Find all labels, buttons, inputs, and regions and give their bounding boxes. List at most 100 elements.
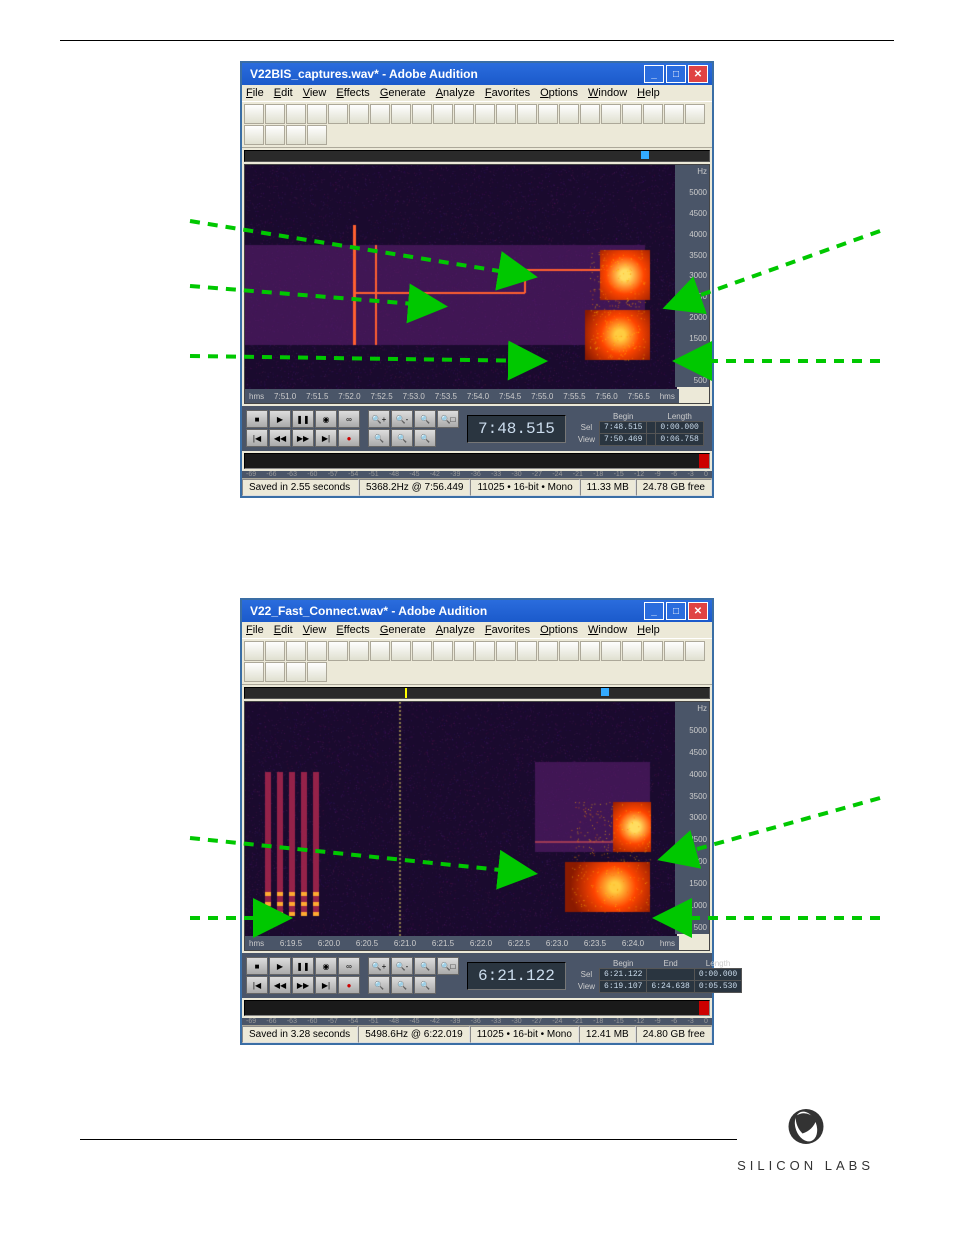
zoom-reset-button[interactable]: 🔍 — [414, 976, 436, 994]
toolbar-button[interactable] — [685, 104, 705, 124]
play-to-end-button[interactable]: ◉ — [315, 957, 337, 975]
toolbar-button[interactable] — [643, 104, 663, 124]
menu-effects[interactable]: Effects — [336, 87, 369, 99]
menu-view[interactable]: View — [303, 624, 327, 636]
toolbar-button[interactable] — [391, 104, 411, 124]
zoom-full-button[interactable]: 🔍 — [414, 957, 436, 975]
toolbar-button[interactable] — [286, 125, 306, 145]
menubar[interactable]: File Edit View Effects Generate Analyze Favori… — [242, 85, 712, 101]
menu-window[interactable]: Window — [588, 624, 627, 636]
rewind-button[interactable]: ◀◀ — [269, 976, 291, 994]
zoom-sel-button[interactable]: 🔍□ — [437, 957, 459, 975]
toolbar-button[interactable] — [244, 125, 264, 145]
toolbar-button[interactable] — [454, 641, 474, 661]
spectrogram-view-2[interactable]: Hz50004500400035003000250020001500100050… — [244, 701, 710, 951]
stop-button[interactable]: ■ — [246, 410, 268, 428]
toolbar-button[interactable] — [433, 104, 453, 124]
toolbar-button[interactable] — [244, 104, 264, 124]
minimize-button[interactable]: _ — [644, 602, 664, 620]
timecode-display[interactable]: 7:48.515 — [467, 415, 566, 443]
toolbar-button[interactable] — [265, 662, 285, 682]
zoom-right-button[interactable]: 🔍 — [391, 429, 413, 447]
toolbar-button[interactable] — [307, 104, 327, 124]
close-button[interactable]: ✕ — [688, 602, 708, 620]
toolbar-button[interactable] — [475, 104, 495, 124]
go-end-button[interactable]: ▶| — [315, 429, 337, 447]
zoom-out-button[interactable]: 🔍- — [391, 410, 413, 428]
toolbar-button[interactable] — [559, 641, 579, 661]
toolbar-button[interactable] — [643, 641, 663, 661]
zoom-in-button[interactable]: 🔍+ — [368, 957, 390, 975]
menu-favorites[interactable]: Favorites — [485, 624, 530, 636]
toolbar-button[interactable] — [622, 104, 642, 124]
toolbar-button[interactable] — [265, 125, 285, 145]
menu-edit[interactable]: Edit — [274, 87, 293, 99]
forward-button[interactable]: ▶▶ — [292, 976, 314, 994]
toolbar[interactable] — [242, 638, 712, 685]
maximize-button[interactable]: □ — [666, 602, 686, 620]
titlebar[interactable]: V22_Fast_Connect.wav* - Adobe Audition _… — [242, 600, 712, 622]
toolbar-button[interactable] — [307, 662, 327, 682]
toolbar-button[interactable] — [664, 641, 684, 661]
toolbar-button[interactable] — [517, 104, 537, 124]
toolbar-button[interactable] — [496, 104, 516, 124]
toolbar-button[interactable] — [244, 662, 264, 682]
menu-effects[interactable]: Effects — [336, 624, 369, 636]
maximize-button[interactable]: □ — [666, 65, 686, 83]
menu-options[interactable]: Options — [540, 87, 578, 99]
forward-button[interactable]: ▶▶ — [292, 429, 314, 447]
go-start-button[interactable]: |◀ — [246, 976, 268, 994]
menu-file[interactable]: File — [246, 624, 264, 636]
toolbar-button[interactable] — [286, 641, 306, 661]
toolbar-button[interactable] — [517, 641, 537, 661]
toolbar-button[interactable] — [349, 641, 369, 661]
toolbar-button[interactable] — [286, 662, 306, 682]
toolbar-button[interactable] — [475, 641, 495, 661]
minimize-button[interactable]: _ — [644, 65, 664, 83]
menu-edit[interactable]: Edit — [274, 624, 293, 636]
toolbar-button[interactable] — [244, 641, 264, 661]
menu-favorites[interactable]: Favorites — [485, 87, 530, 99]
menu-analyze[interactable]: Analyze — [436, 87, 475, 99]
play-button[interactable]: ▶ — [269, 410, 291, 428]
toolbar-button[interactable] — [391, 641, 411, 661]
menu-analyze[interactable]: Analyze — [436, 624, 475, 636]
zoom-sel-button[interactable]: 🔍□ — [437, 410, 459, 428]
toolbar-button[interactable] — [370, 104, 390, 124]
zoom-in-button[interactable]: 🔍+ — [368, 410, 390, 428]
toolbar-button[interactable] — [328, 104, 348, 124]
play-to-end-button[interactable]: ◉ — [315, 410, 337, 428]
stop-button[interactable]: ■ — [246, 957, 268, 975]
menu-options[interactable]: Options — [540, 624, 578, 636]
go-end-button[interactable]: ▶| — [315, 976, 337, 994]
menu-window[interactable]: Window — [588, 87, 627, 99]
toolbar-button[interactable] — [286, 104, 306, 124]
toolbar-button[interactable] — [664, 104, 684, 124]
zoom-left-button[interactable]: 🔍 — [368, 429, 390, 447]
titlebar[interactable]: V22BIS_captures.wav* - Adobe Audition _ … — [242, 63, 712, 85]
menu-file[interactable]: File — [246, 87, 264, 99]
menu-generate[interactable]: Generate — [380, 624, 426, 636]
menu-help[interactable]: Help — [637, 87, 660, 99]
toolbar-button[interactable] — [265, 641, 285, 661]
toolbar-button[interactable] — [433, 641, 453, 661]
toolbar-button[interactable] — [622, 641, 642, 661]
menu-generate[interactable]: Generate — [380, 87, 426, 99]
spectrogram-view-1[interactable]: Hz50004500400035003000250020001500100050… — [244, 164, 710, 404]
toolbar-button[interactable] — [496, 641, 516, 661]
zoom-left-button[interactable]: 🔍 — [368, 976, 390, 994]
toolbar-button[interactable] — [328, 641, 348, 661]
zoom-full-button[interactable]: 🔍 — [414, 410, 436, 428]
toolbar-button[interactable] — [265, 104, 285, 124]
toolbar[interactable] — [242, 101, 712, 148]
toolbar-button[interactable] — [349, 104, 369, 124]
toolbar-button[interactable] — [580, 641, 600, 661]
overview-timeline[interactable] — [244, 150, 710, 162]
zoom-out-button[interactable]: 🔍- — [391, 957, 413, 975]
record-button[interactable]: ● — [338, 429, 360, 447]
menu-view[interactable]: View — [303, 87, 327, 99]
overview-timeline[interactable] — [244, 687, 710, 699]
toolbar-button[interactable] — [601, 641, 621, 661]
pause-button[interactable]: ❚❚ — [292, 957, 314, 975]
play-button[interactable]: ▶ — [269, 957, 291, 975]
